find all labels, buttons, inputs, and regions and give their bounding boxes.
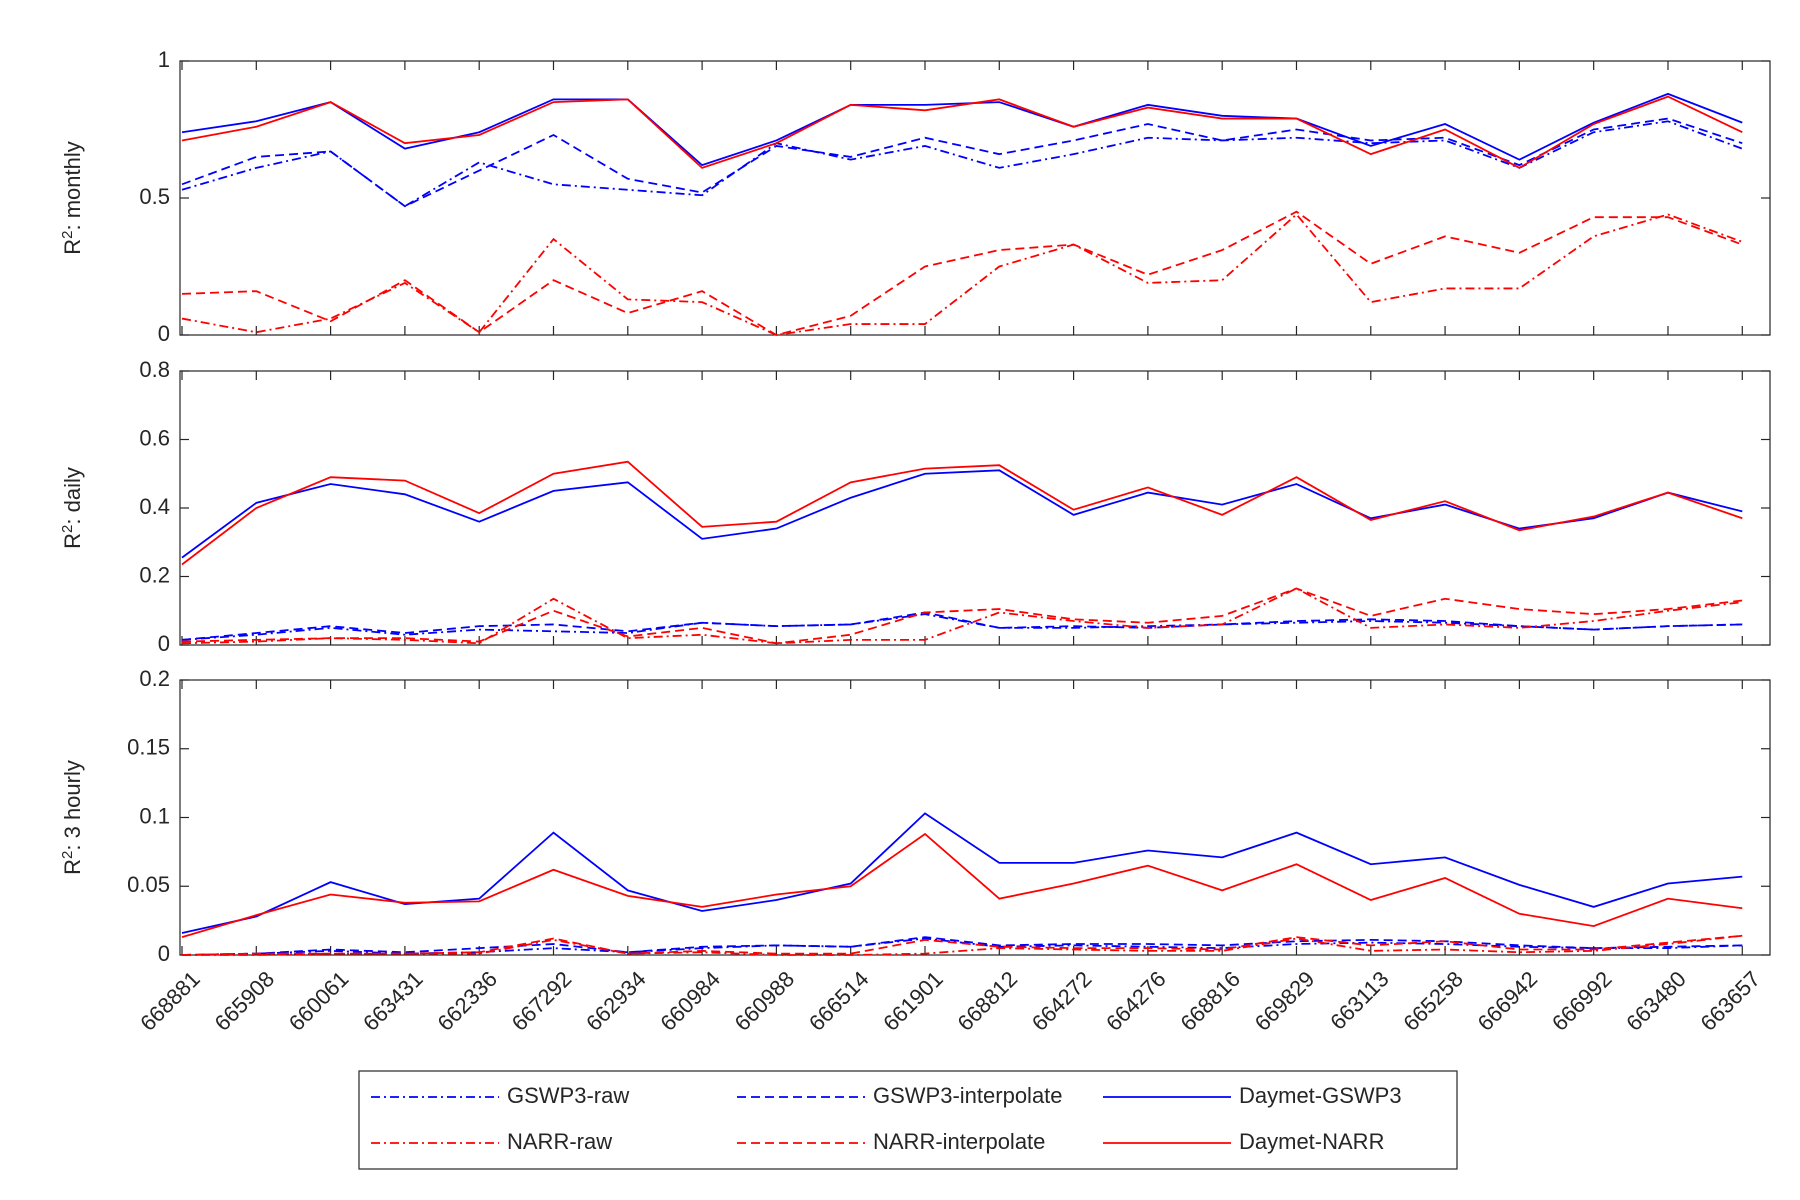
y-axis-label-part: : monthly [60,141,85,230]
x-tick-label: 668816 [1175,966,1245,1036]
x-tick-label: 663657 [1696,966,1766,1036]
y-tick-label: 0.15 [127,735,170,760]
y-axis-label-part: 2 [59,851,76,859]
x-tick-label: 663431 [358,966,428,1036]
x-tick-label: 665258 [1398,966,1468,1036]
y-tick-label: 0 [158,321,170,346]
series-line [181,469,1743,559]
y-axis-label: R2: monthly [59,141,86,255]
series-line [181,587,1743,645]
legend-label: GSWP3-interpolate [873,1083,1063,1108]
series-line [181,832,1743,938]
y-axis-label: R2: daily [59,467,86,549]
x-tick-label: 669829 [1250,966,1320,1036]
series-line [182,934,1743,956]
series-line [181,213,1743,336]
x-tick-label: 665908 [210,966,280,1036]
y-axis-label-part: : 3 hourly [60,760,85,851]
x-tick-label: 664276 [1101,966,1171,1036]
x-tick-label: 663480 [1621,966,1691,1036]
y-tick-label: 0.8 [139,357,170,382]
legend-label: Daymet-GSWP3 [1239,1083,1402,1108]
y-tick-label: 0.6 [139,425,170,450]
legend-box [358,1070,1458,1170]
x-tick-label: 666992 [1547,966,1617,1036]
y-axis-label-part: R [60,239,85,255]
y-tick-label: 0 [158,631,170,656]
x-tick-label: 661901 [878,966,948,1036]
y-axis-label-part: 2 [59,231,76,239]
y-axis-label-part: : daily [60,467,85,524]
axes-box [179,370,1771,646]
x-tick-label: 666942 [1473,966,1543,1036]
y-axis-label: R2: 3 hourly [59,760,86,875]
legend-label: GSWP3-raw [507,1083,629,1108]
y-axis-label-part: 2 [59,525,76,533]
series-line [181,611,1743,641]
series-line [181,812,1743,934]
x-tick-label: 663113 [1325,966,1393,1034]
series-line [181,934,1743,956]
y-axis-label-part: R [60,859,85,875]
y-tick-label: 0.5 [139,184,170,209]
series-line [181,120,1743,208]
x-tick-label: 668812 [953,966,1023,1036]
y-tick-label: 0.2 [139,666,170,691]
legend-label: NARR-raw [507,1129,612,1154]
y-axis-label-part: R [60,533,85,549]
x-tick-label: 668881 [135,966,205,1036]
x-tick-label: 664272 [1027,966,1097,1036]
y-tick-label: 0.2 [139,562,170,587]
x-tick-label: 662336 [432,966,502,1036]
series-line [181,95,1743,169]
y-tick-label: 1 [158,47,170,72]
legend-label: NARR-interpolate [873,1129,1045,1154]
x-tick-label: 667292 [507,966,577,1036]
x-tick-label: 660984 [655,966,725,1036]
axes-box [179,679,1771,956]
series-line [181,210,1743,336]
series-line [181,936,1743,956]
series-line [181,460,1743,566]
y-tick-label: 0.4 [139,494,170,519]
legend-label: Daymet-NARR [1239,1129,1384,1154]
y-tick-label: 0.1 [139,803,170,828]
x-tick-label: 660061 [284,966,354,1036]
series-line [181,587,1743,645]
y-tick-label: 0 [158,941,170,966]
x-tick-label: 660988 [730,966,800,1036]
y-tick-label: 0.05 [127,872,170,897]
x-tick-label: 666514 [804,966,874,1036]
series-line [181,117,1743,208]
series-line [181,92,1743,167]
x-tick-label: 662934 [581,966,651,1036]
